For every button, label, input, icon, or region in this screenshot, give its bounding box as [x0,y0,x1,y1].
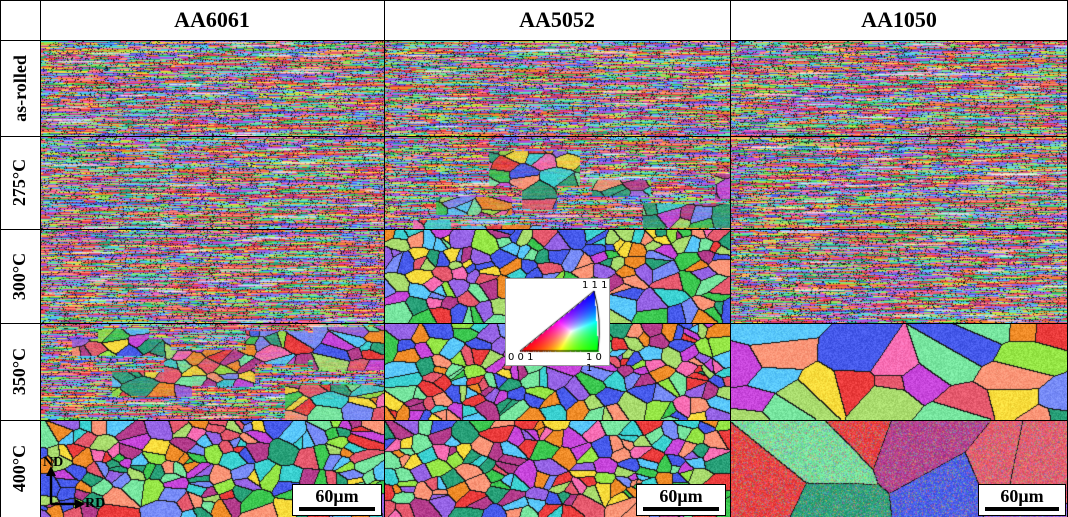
row-header-as-rolled: as-rolled [0,40,40,136]
grid-line [0,0,1,517]
scale-bar-aa6061: 60μm [292,484,382,516]
row-header-400c: 400°C [0,420,40,517]
orientation-axes: ND RD [43,455,113,514]
micrograph-cell [731,41,1067,136]
micrograph-cell [385,137,730,229]
row-label: 350°C [9,347,30,396]
column-header-aa5052: AA5052 [519,7,595,32]
nd-axis-label: ND [43,455,64,470]
ebsd-map-image [41,324,384,420]
scale-bar-aa5052: 60μm [636,484,726,516]
ebsd-map-image [41,137,384,229]
grid-line [0,40,1068,41]
axes-arrow-icon [46,466,85,509]
scale-bar-line [985,507,1059,511]
row-header-350c: 350°C [0,323,40,420]
grid-line [384,0,385,517]
micrograph-cell [731,137,1067,229]
scale-bar-line [299,507,375,511]
grid-line [0,0,1068,1]
grid-line [0,229,1068,230]
ebsd-map-image [385,41,730,136]
ebsd-map-image [731,137,1067,229]
scale-bar-label: 60μm [659,486,703,506]
row-label: 275°C [9,158,30,207]
micrograph-cell [41,230,384,323]
scale-bar-label: 60μm [315,486,359,506]
row-header-300c: 300°C [0,229,40,323]
grid-line [730,0,731,517]
scale-bar-line [643,507,719,511]
row-label: 400°C [9,444,30,493]
micrograph-cell [41,324,384,420]
row-label: 300°C [9,252,30,300]
grid-line [40,0,41,517]
legend-label-111: 1 1 1 [582,280,608,291]
micrograph-cell [41,41,384,136]
ipf-triangle [506,279,609,365]
legend-label-001: 0 0 1 [508,352,534,363]
legend-label-101: 1 0 1 [586,352,602,374]
grid-line [0,420,1068,421]
ebsd-map-image [731,230,1067,323]
ebsd-map-image [731,324,1067,420]
ebsd-map-image [41,41,384,136]
ebsd-map-image [731,41,1067,136]
column-header-aa6061: AA6061 [174,7,250,32]
scale-bar-aa1050: 60μm [978,484,1066,516]
ebsd-map-image [385,137,730,229]
column-header-aa1050: AA1050 [861,7,937,32]
micrograph-cell [731,230,1067,323]
row-header-275c: 275°C [0,136,40,229]
grid-line [0,136,1068,137]
micrograph-cell [41,137,384,229]
row-label: as-rolled [9,54,30,122]
rd-axis-label: RD [85,496,106,511]
ebsd-map-image [41,230,384,323]
scale-bar-label: 60μm [1000,486,1044,506]
ipf-color-legend: 1 1 1 0 0 1 1 0 1 [505,278,610,374]
micrograph-cell [731,324,1067,420]
micrograph-cell [385,41,730,136]
